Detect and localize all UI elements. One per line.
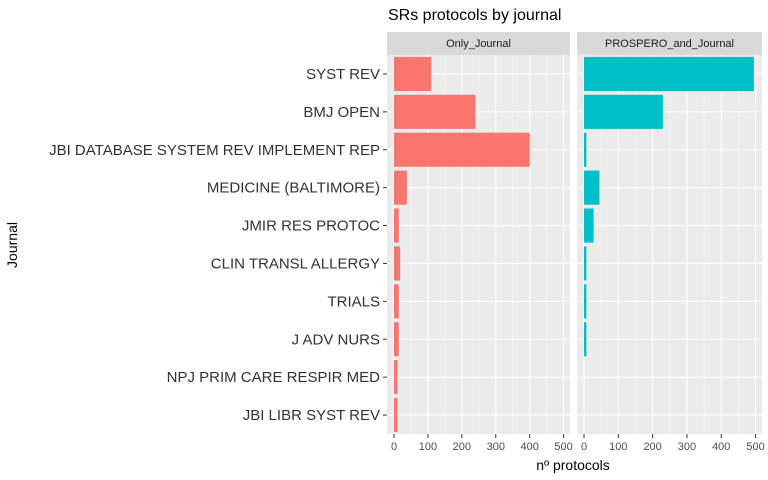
y-tick-label: TRIALS <box>327 293 380 310</box>
bar <box>394 132 530 167</box>
category-labels: SYST REV BMJ OPEN JBI DATABASE SYSTEM REV … <box>49 66 387 424</box>
x-axis-title: nº protocols <box>536 457 610 473</box>
x-tick-label: 100 <box>419 441 437 453</box>
x-tick-label: 500 <box>554 441 572 453</box>
bar <box>584 170 600 205</box>
facet-strip <box>387 32 570 55</box>
chart-title: SRs protocols by journal <box>388 7 561 24</box>
x-tick-label: 200 <box>453 441 471 453</box>
y-tick-label: BMJ OPEN <box>303 104 380 121</box>
x-tick-label: 100 <box>609 441 627 453</box>
facet-panel-0: Only_Journal 0 100 200 300 400 500 <box>387 32 573 453</box>
bar <box>394 170 407 205</box>
bar <box>394 322 399 357</box>
y-tick-label: CLIN TRANSL ALLERGY <box>211 255 380 272</box>
bar <box>394 397 398 433</box>
facet-strip-label: PROSPERO_and_Journal <box>605 38 734 50</box>
y-tick-label: SYST REV <box>306 66 380 83</box>
y-tick-label: JBI LIBR SYST REV <box>243 407 380 424</box>
bar <box>394 360 398 395</box>
facet-panel-1: PROSPERO_and_Journal 0 100 200 300 400 500 <box>577 32 765 453</box>
y-axis-title: Journal <box>4 222 20 268</box>
y-tick-label: JBI DATABASE SYSTEM REV IMPLEMENT REP <box>49 142 380 159</box>
bar <box>394 284 399 319</box>
bar <box>394 208 399 243</box>
x-tick-label: 400 <box>521 441 539 453</box>
bar <box>584 56 754 92</box>
bar <box>584 322 587 357</box>
x-tick-label: 500 <box>746 441 764 453</box>
y-tick-label: MEDICINE (BALTIMORE) <box>207 180 380 197</box>
bar <box>584 208 594 243</box>
y-tick-label: NPJ PRIM CARE RESPIR MED <box>167 369 381 386</box>
bar <box>584 132 587 167</box>
y-tick-label: JMIR RES PROTOC <box>242 218 380 235</box>
bar <box>394 56 432 92</box>
x-tick-label: 200 <box>643 441 661 453</box>
bar <box>584 94 663 129</box>
bar <box>394 94 476 129</box>
x-tick-label: 0 <box>391 441 397 453</box>
bar <box>584 246 587 281</box>
bar <box>394 246 401 281</box>
facet-strip-label: Only_Journal <box>446 38 511 50</box>
x-tick-label: 0 <box>581 441 587 453</box>
facet-strip <box>577 32 762 55</box>
bar <box>584 284 587 319</box>
x-tick-label: 400 <box>712 441 730 453</box>
y-tick-label: J ADV NURS <box>292 331 380 348</box>
x-tick-label: 300 <box>487 441 505 453</box>
x-tick-label: 300 <box>678 441 696 453</box>
